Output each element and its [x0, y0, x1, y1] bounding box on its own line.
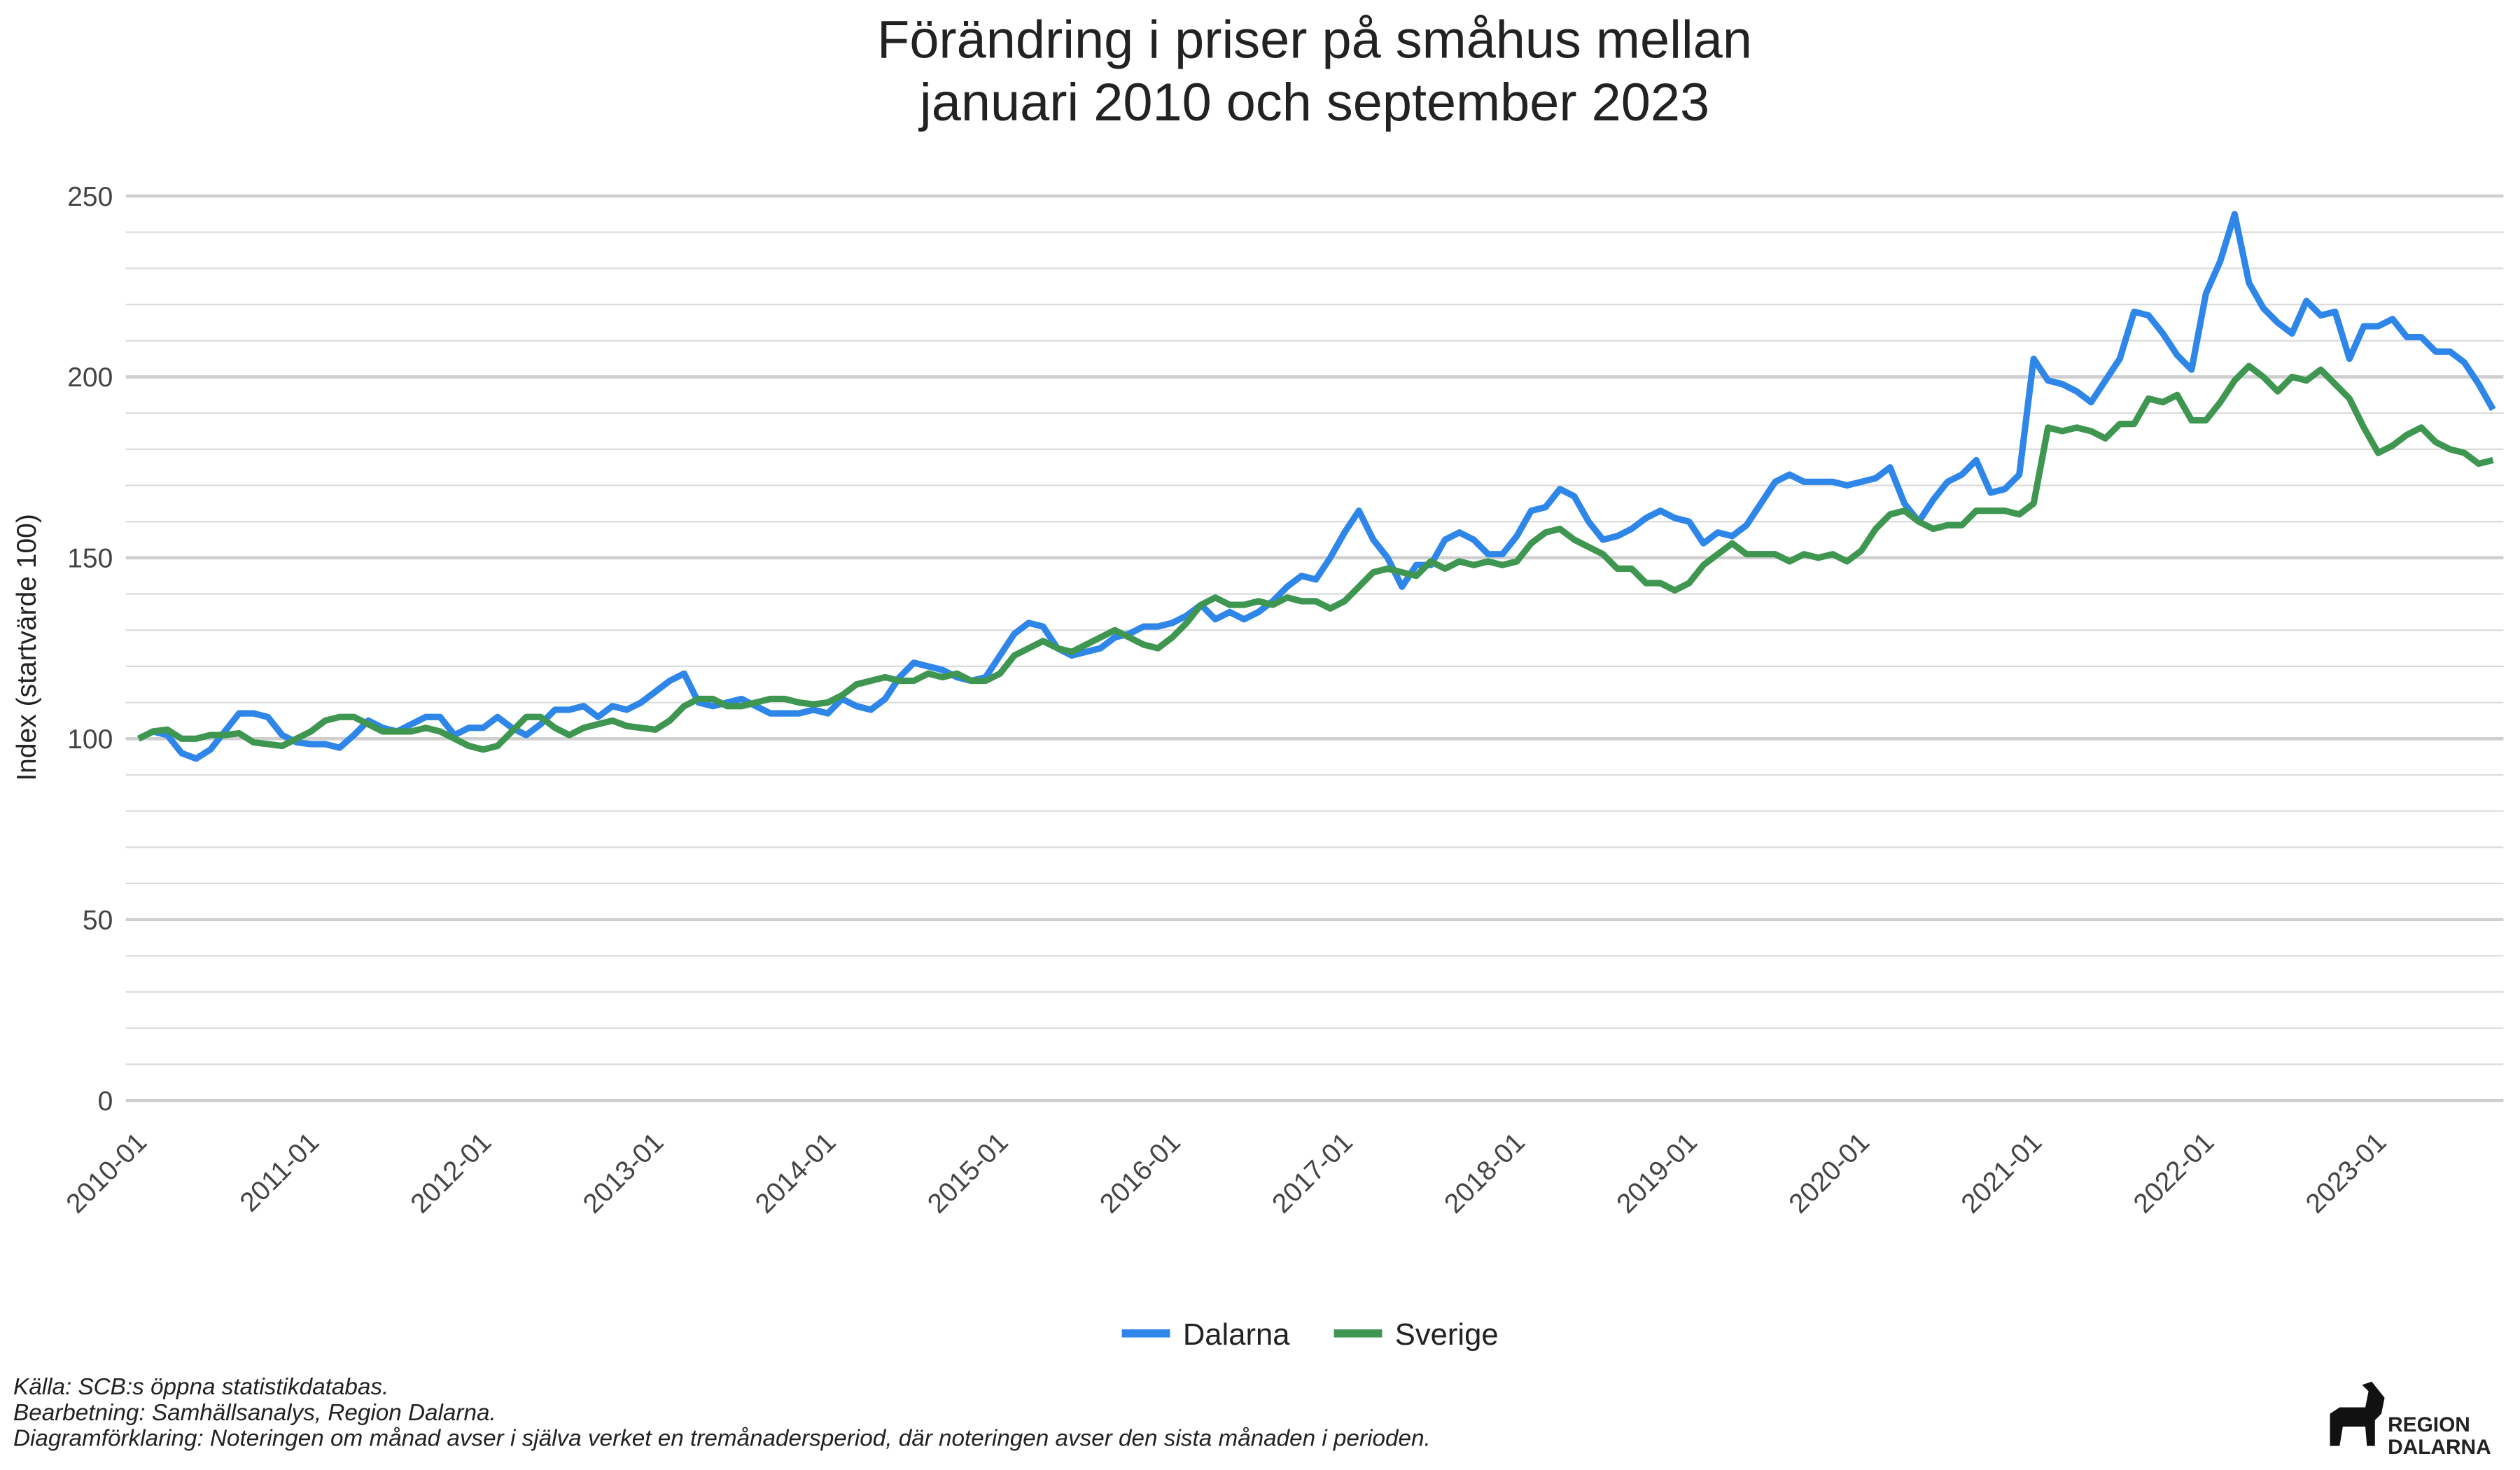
- y-tick-label: 50: [83, 905, 113, 935]
- x-tick-label: 2011-01: [234, 1127, 326, 1218]
- y-tick-label: 150: [67, 544, 113, 574]
- y-axis-label: Index (startvärde 100): [12, 514, 42, 781]
- x-tick-label: 2021-01: [1956, 1127, 2048, 1219]
- x-tick-label: 2023-01: [2300, 1127, 2393, 1219]
- x-tick-label: 2017-01: [1266, 1127, 1359, 1219]
- x-tick-label: 2020-01: [1784, 1127, 1876, 1219]
- y-tick-label: 250: [67, 182, 113, 212]
- logo-text: DALARNA: [2388, 1436, 2491, 1459]
- chart-title: januari 2010 och september 2023: [918, 73, 1709, 132]
- x-tick-label: 2018-01: [1438, 1127, 1531, 1219]
- x-tick-label: 2014-01: [750, 1127, 842, 1219]
- x-tick-label: 2015-01: [922, 1127, 1014, 1219]
- x-tick-label: 2016-01: [1094, 1127, 1186, 1219]
- logo-horse: [2330, 1381, 2385, 1446]
- caption: Diagramförklaring: Noteringen om månad a…: [13, 1426, 1431, 1452]
- y-tick-label: 100: [67, 724, 113, 755]
- caption: Källa: SCB:s öppna statistikdatabas.: [13, 1374, 388, 1400]
- x-tick-label: 2022-01: [2128, 1127, 2220, 1219]
- caption: Bearbetning: Samhällsanalys, Region Dala…: [13, 1400, 496, 1426]
- line: [136, 363, 2494, 753]
- y-tick-label: 200: [67, 363, 113, 393]
- y-tick-label: 0: [98, 1086, 113, 1116]
- x-tick-label: 2010-01: [61, 1127, 153, 1219]
- logo-text: REGION: [2388, 1413, 2470, 1436]
- x-tick-label: 2019-01: [1611, 1127, 1704, 1219]
- logo: REGION DALARNA: [2330, 1381, 2491, 1459]
- line: [136, 211, 2496, 762]
- legend-label: Sverige: [1395, 1318, 1499, 1352]
- legend-label: Dalarna: [1183, 1318, 1290, 1352]
- x-tick-label: 2013-01: [578, 1127, 670, 1219]
- chart-title: Förändring i priser på småhus mellan: [877, 10, 1752, 70]
- x-tick-label: 2012-01: [405, 1127, 498, 1219]
